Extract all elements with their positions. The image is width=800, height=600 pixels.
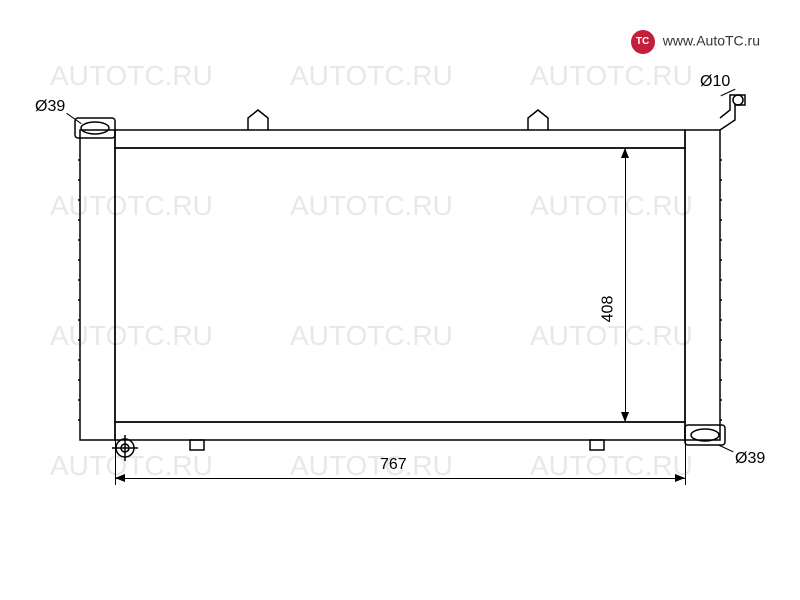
dim-height-arrow-up: [621, 148, 629, 158]
dim-width-line: [115, 478, 685, 479]
logo-text: www.AutoTC.ru: [663, 33, 760, 49]
dim-port-tr-label: Ø10: [700, 73, 730, 91]
logo-icon: [631, 30, 655, 54]
dim-height-arrow-down: [621, 412, 629, 422]
dim-width-label: 767: [380, 456, 407, 474]
dim-port-br-label: Ø39: [735, 450, 765, 468]
site-logo: www.AutoTC.ru: [631, 30, 760, 54]
dim-height-line: [625, 148, 626, 422]
dim-width-arrow-right: [675, 474, 685, 482]
dim-width-ext-left: [115, 440, 116, 485]
dim-height-label: 408: [599, 296, 617, 323]
dim-width-arrow-left: [115, 474, 125, 482]
dim-port-tl-label: Ø39: [35, 98, 65, 116]
dim-width-ext-right: [685, 440, 686, 485]
radiator-drawing: 767 408 Ø39 Ø10 Ø39: [20, 70, 780, 540]
